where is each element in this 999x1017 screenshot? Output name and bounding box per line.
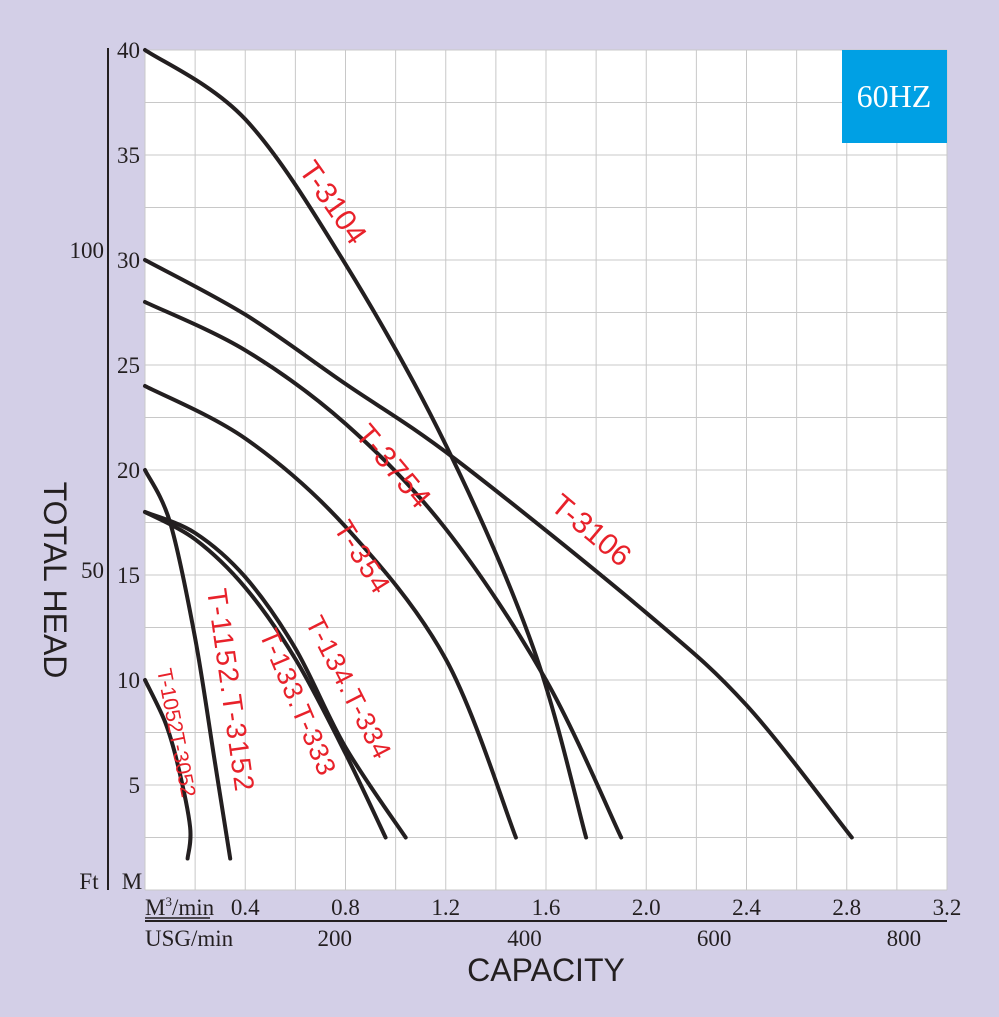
curve-series-4: [143, 510, 408, 840]
curve-series-2: [143, 300, 624, 840]
x-tick-label: 0.4: [231, 895, 260, 920]
x-tick-label: 2.4: [732, 895, 761, 920]
x-unit-sup: 3: [165, 894, 172, 909]
x-tick-label: 2.8: [832, 895, 861, 920]
x2-tick-label: 200: [317, 926, 352, 951]
frequency-badge-text: 60HZ: [857, 78, 932, 114]
y-tick-label: 5: [129, 773, 141, 798]
y-tick-label: 25: [117, 353, 140, 378]
x2-tick-label: 400: [507, 926, 542, 951]
x2-unit-label: USG/min: [145, 926, 234, 951]
x-unit-base: M: [145, 895, 165, 920]
x-tick-label: 0.8: [331, 895, 360, 920]
tick-labels: 5 10 15 20 25 30 35 40 50 100 0.4 0.8 1.2 1.6 2.0 2.4 2.…: [70, 38, 962, 951]
y-axis-title: TOTAL HEAD: [37, 482, 73, 679]
axes: [107, 48, 947, 922]
x-unit-rest: /min: [172, 895, 215, 920]
x-tick-label: 1.2: [431, 895, 460, 920]
curves: [143, 48, 854, 861]
curve-series-3: [143, 384, 518, 840]
y-tick-label: 30: [117, 248, 140, 273]
curve-series-1: [143, 258, 854, 840]
x-tick-label: 2.0: [632, 895, 661, 920]
y-unit-label: M: [122, 869, 142, 894]
curve-series-7: [143, 678, 193, 861]
curve-series-6: [143, 468, 233, 861]
x-tick-label: 3.2: [933, 895, 962, 920]
y-tick-label: 40: [117, 38, 140, 63]
curve-series-0: [143, 48, 589, 840]
y-tick-label: 15: [117, 563, 140, 588]
y2-tick-label: 50: [81, 558, 104, 583]
x2-tick-label: 600: [697, 926, 732, 951]
y-tick-label: 20: [117, 458, 140, 483]
y-tick-label: 10: [117, 668, 140, 693]
curve-series-5: [143, 510, 388, 840]
frequency-badge: [842, 50, 947, 143]
x-axis-title: CAPACITY: [467, 952, 625, 988]
y2-unit-label: Ft: [79, 869, 99, 894]
x-unit-label: M3/min: [145, 894, 215, 920]
y2-tick-label: 100: [70, 238, 105, 263]
grid-lines: [144, 49, 948, 891]
x2-tick-label: 800: [887, 926, 922, 951]
x-tick-label: 1.6: [532, 895, 561, 920]
y-tick-label: 35: [117, 143, 140, 168]
